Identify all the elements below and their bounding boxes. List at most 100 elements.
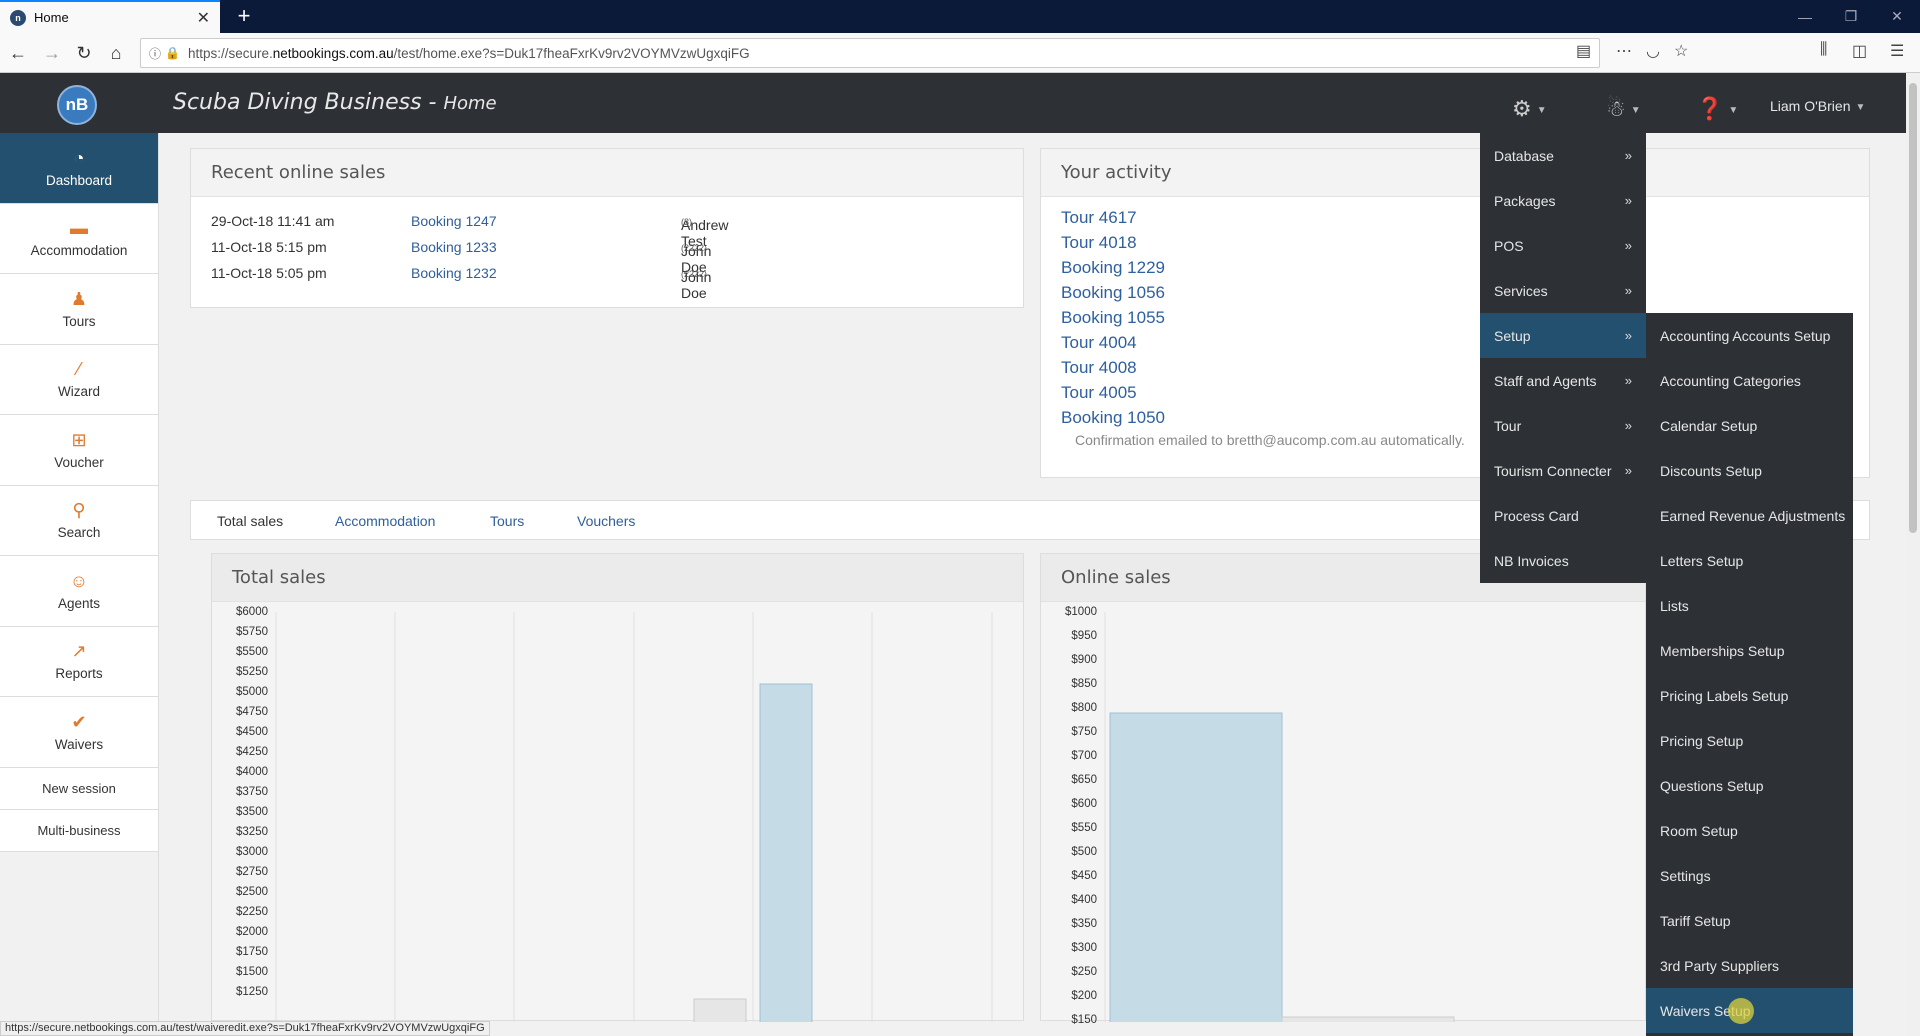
page-scrollbar[interactable] [1906, 73, 1920, 1036]
chevron-down-icon: ▼ [1631, 105, 1641, 116]
sidebar-item-wizard[interactable]: ⁄ Wizard [0, 345, 158, 416]
sidebar-item-accommodation[interactable]: ▬ Accommodation [0, 204, 158, 275]
tab-title: Home [34, 10, 69, 25]
menu-item-label: Setup [1494, 328, 1531, 344]
submenu-item-letters-setup[interactable]: Letters Setup [1646, 538, 1853, 583]
activity-link[interactable]: Booking 1229 [1061, 255, 1849, 280]
submenu-item-memberships-setup[interactable]: Memberships Setup [1646, 628, 1853, 673]
submenu-item-pricing-setup[interactable]: Pricing Setup [1646, 718, 1853, 763]
menu-item-services[interactable]: Services » [1480, 268, 1646, 313]
submenu-item-calendar-setup[interactable]: Calendar Setup [1646, 403, 1853, 448]
submenu-item-tariff-setup[interactable]: Tariff Setup [1646, 898, 1853, 943]
activity-link[interactable]: Booking 1056 [1061, 280, 1849, 305]
user-menu-button[interactable]: Liam O'Brien ▼ [1770, 98, 1865, 114]
online-sales-chart-panel: Online sales $1000 $950 $900 $850 $800 $750 $7… [1040, 553, 1646, 1021]
minimize-icon[interactable]: — [1782, 0, 1828, 33]
menu-item-staff-and-agents[interactable]: Staff and Agents » [1480, 358, 1646, 403]
submenu-item-settings[interactable]: Settings [1646, 853, 1853, 898]
help-icon: ❓ [1696, 96, 1723, 121]
forward-arrow-icon[interactable]: → [38, 39, 66, 67]
page-name: Home [443, 93, 496, 114]
bed-icon: ▬ [70, 218, 88, 238]
sidebar-item-label: Wizard [58, 384, 100, 399]
close-tab-icon[interactable]: ✕ [197, 8, 210, 28]
new-tab-button[interactable]: + [230, 3, 258, 31]
activity-link[interactable]: Tour 4018 [1061, 230, 1849, 255]
library-icon[interactable]: ⫼ [1820, 41, 1827, 59]
sidebar-item-search[interactable]: ⚲ Search [0, 486, 158, 557]
submenu-item-accounting-accounts-setup[interactable]: Accounting Accounts Setup [1646, 313, 1853, 358]
sidebar-item-new-session[interactable]: New session [0, 768, 158, 810]
total-sales-title: Total sales [212, 554, 1023, 602]
gift-icon: ⊞ [71, 430, 86, 450]
menu-item-nb-invoices[interactable]: NB Invoices [1480, 538, 1646, 583]
hamburger-menu-icon[interactable]: ☰ [1890, 41, 1904, 61]
sidebar-item-label: Dashboard [46, 173, 112, 188]
menu-item-tourism-connecter[interactable]: Tourism Connecter » [1480, 448, 1646, 493]
url-prefix: https://secure. [188, 46, 273, 61]
url-bar[interactable]: ⓘ 🔒 https://secure. netbookings.com.au/te… [140, 38, 1600, 68]
restore-icon[interactable]: ❐ [1828, 0, 1874, 33]
reload-icon[interactable]: ↻ [70, 39, 98, 67]
activity-link[interactable]: Tour 4617 [1061, 205, 1849, 230]
sidebar-item-tours[interactable]: ♟ Tours [0, 274, 158, 345]
menu-item-packages[interactable]: Packages » [1480, 178, 1646, 223]
sidebar-item-multi-business[interactable]: Multi-business [0, 810, 158, 852]
info-icon[interactable]: ⓘ [149, 45, 161, 62]
submenu-item-pricing-labels-setup[interactable]: Pricing Labels Setup [1646, 673, 1853, 718]
tab-tours[interactable]: Tours [490, 513, 524, 529]
sidebar-item-waivers[interactable]: ✔ Waivers [0, 697, 158, 768]
status-bar-url: https://secure.netbookings.com.au/test/w… [0, 1021, 490, 1036]
sidebar-item-label: Tours [62, 314, 95, 329]
sidebar-item-dashboard[interactable]: ◔ Dashboard [0, 133, 158, 204]
user-name: Liam O'Brien [1770, 98, 1850, 114]
settings-menu-button[interactable]: ⚙ ▼ [1512, 96, 1547, 122]
submenu-item-lists[interactable]: Lists [1646, 583, 1853, 628]
pocket-icon[interactable]: ◡ [1646, 41, 1660, 61]
menu-item-database[interactable]: Database » [1480, 133, 1646, 178]
sidebar: ◔ Dashboard ▬ Accommodation ♟ Tours ⁄ Wizard… [0, 133, 159, 1036]
submenu-item-3rd-party-suppliers[interactable]: 3rd Party Suppliers [1646, 943, 1853, 988]
submenu-item-discounts-setup[interactable]: Discounts Setup [1646, 448, 1853, 493]
booking-link[interactable]: Booking 1247 [411, 213, 497, 229]
tab-accommodation[interactable]: Accommodation [335, 513, 435, 529]
submenu-item-earned-revenue-adjustments[interactable]: Earned Revenue Adjustments [1646, 493, 1853, 538]
chevron-down-icon: ▼ [1537, 105, 1547, 116]
menu-item-pos[interactable]: POS » [1480, 223, 1646, 268]
browser-tab-home[interactable]: n Home ✕ [0, 0, 220, 33]
submenu-item-accounting-categories[interactable]: Accounting Categories [1646, 358, 1853, 403]
booking-link[interactable]: Booking 1233 [411, 239, 497, 255]
submenu-item-room-setup[interactable]: Room Setup [1646, 808, 1853, 853]
sidebar-item-reports[interactable]: ↗ Reports [0, 627, 158, 698]
booking-link[interactable]: Booking 1232 [411, 265, 497, 281]
total-sales-chart-panel: Total sales $6000 $5750 $5500 $5250 $5000 $47… [211, 553, 1024, 1021]
more-actions-icon[interactable]: ⋯ [1616, 41, 1632, 61]
sidebar-item-agents[interactable]: ☺ Agents [0, 556, 158, 627]
tab-total-sales[interactable]: Total sales [217, 513, 283, 529]
menu-item-label: Packages [1494, 193, 1555, 209]
staff-menu-button[interactable]: ☃ ▼ [1606, 96, 1641, 122]
search-icon: ⚲ [72, 500, 85, 520]
sale-date: 11-Oct-18 5:15 pm [211, 239, 327, 255]
scrollbar-thumb[interactable] [1909, 83, 1917, 533]
close-window-icon[interactable]: ✕ [1874, 0, 1920, 33]
reader-view-icon[interactable]: ▤ [1576, 41, 1591, 61]
sidebar-toggle-icon[interactable]: ◫ [1852, 41, 1867, 61]
sale-date: 11-Oct-18 5:05 pm [211, 265, 327, 281]
sidebar-item-label: New session [42, 781, 116, 796]
menu-item-setup[interactable]: Setup » [1480, 313, 1646, 358]
home-icon[interactable]: ⌂ [102, 39, 130, 67]
help-menu-button[interactable]: ❓ ▼ [1696, 96, 1738, 122]
url-domain: netbookings.com.au [273, 46, 394, 61]
bookmark-star-icon[interactable]: ☆ [1674, 41, 1688, 61]
back-arrow-icon[interactable]: ← [4, 39, 32, 67]
sidebar-item-voucher[interactable]: ⊞ Voucher [0, 415, 158, 486]
recent-sales-list: 29-Oct-18 11:41 am Booking 1247 Andrew T… [191, 197, 1023, 287]
menu-item-label: Database [1494, 148, 1554, 164]
sidebar-item-label: Agents [58, 596, 100, 611]
menu-item-process-card[interactable]: Process Card [1480, 493, 1646, 538]
netbookings-logo[interactable]: nB [57, 85, 97, 125]
submenu-item-questions-setup[interactable]: Questions Setup [1646, 763, 1853, 808]
menu-item-tour[interactable]: Tour » [1480, 403, 1646, 448]
tab-vouchers[interactable]: Vouchers [577, 513, 635, 529]
